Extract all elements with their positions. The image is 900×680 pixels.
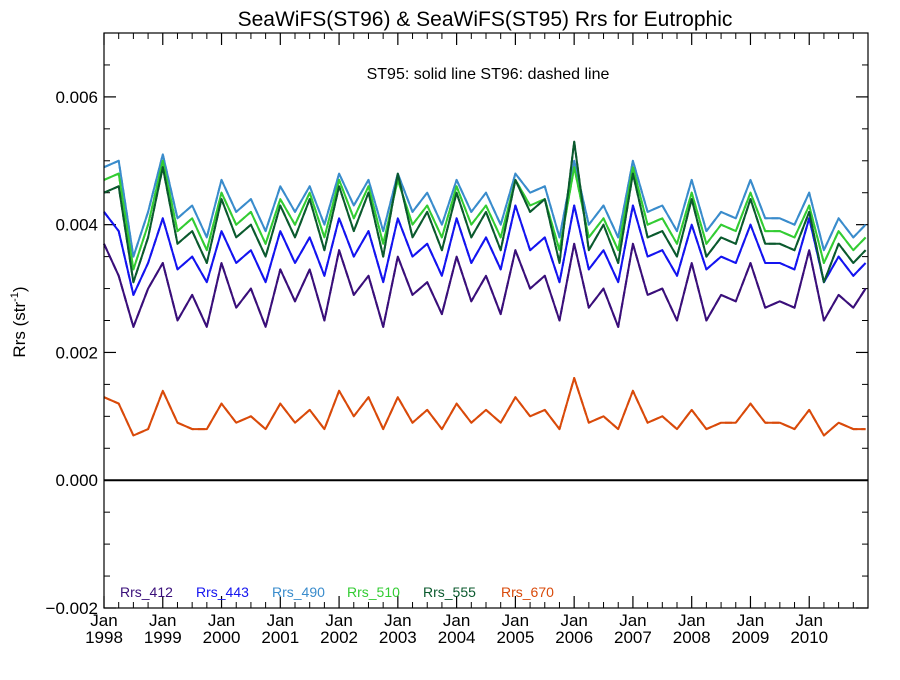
- x-tick-label-month: Jan: [90, 611, 117, 630]
- x-tick-label-year: 2005: [496, 628, 534, 647]
- y-axis-label-suffix: ): [10, 286, 29, 292]
- legend-item-rrs-490: Rrs_490: [272, 584, 325, 600]
- y-tick-label: 0.004: [55, 216, 98, 235]
- series-line-dashed-rrs-443: [103, 204, 867, 296]
- axes: −0.0020.0000.0020.0040.006Jan1998Jan1999…: [46, 32, 868, 647]
- x-tick-label-month: Jan: [619, 611, 646, 630]
- plot-frame: [103, 32, 869, 609]
- x-tick-label-year: 2006: [555, 628, 593, 647]
- chart-annotation: ST95: solid line ST96: dashed line: [367, 66, 610, 83]
- legend-item-rrs-555: Rrs_555: [423, 584, 476, 600]
- x-tick-label-year: 2007: [614, 628, 652, 647]
- y-tick-label: 0.000: [55, 471, 98, 490]
- x-tick-label-year: 1999: [144, 628, 182, 647]
- x-tick-label-month: Jan: [737, 611, 764, 630]
- chart-title: SeaWiFS(ST96) & SeaWiFS(ST95) Rrs for Eu…: [238, 8, 733, 31]
- x-tick-label-month: Jan: [796, 611, 823, 630]
- y-tick-label: −0.002: [46, 599, 98, 618]
- series-group: [103, 140, 867, 437]
- x-tick-label-month: Jan: [502, 611, 529, 630]
- x-tick-label-month: Jan: [560, 611, 587, 630]
- series-line-dashed-rrs-412: [103, 242, 867, 328]
- x-tick-label-year: 2009: [732, 628, 770, 647]
- y-axis-label-main: Rrs (str: [10, 302, 29, 358]
- x-tick-label-month: Jan: [149, 611, 176, 630]
- y-tick-label: 0.006: [55, 88, 98, 107]
- legend-item-rrs-443: Rrs_443: [196, 584, 249, 600]
- x-tick-label-year: 1998: [85, 628, 123, 647]
- x-tick-label-month: Jan: [678, 611, 705, 630]
- y-tick-label: 0.002: [55, 343, 98, 362]
- legend-item-rrs-670: Rrs_670: [501, 584, 554, 600]
- x-tick-label-month: Jan: [384, 611, 411, 630]
- x-tick-label-month: Jan: [325, 611, 352, 630]
- x-tick-label-year: 2000: [203, 628, 241, 647]
- x-tick-label-year: 2008: [673, 628, 711, 647]
- series-line-dashed-rrs-670: [103, 377, 866, 437]
- x-tick-label-year: 2004: [438, 628, 476, 647]
- series-line-dashed-rrs-555: [103, 140, 867, 284]
- x-tick-label-year: 2002: [320, 628, 358, 647]
- legend: Rrs_412 Rrs_443 Rrs_490 Rrs_510 Rrs_555 Rrs_6…: [120, 584, 554, 600]
- series-line-dashed-rrs-490: [103, 153, 867, 258]
- x-tick-label-year: 2001: [261, 628, 299, 647]
- x-tick-label-month: Jan: [208, 611, 235, 630]
- y-axis-label-sup: -1: [9, 292, 21, 302]
- series-line-dashed-rrs-510: [103, 159, 867, 271]
- x-tick-label-month: Jan: [443, 611, 470, 630]
- x-tick-label-year: 2010: [790, 628, 828, 647]
- legend-item-rrs-510: Rrs_510: [347, 584, 400, 600]
- x-tick-label-month: Jan: [267, 611, 294, 630]
- y-axis-label: Rrs (str-1): [9, 286, 29, 357]
- x-tick-label-year: 2003: [379, 628, 417, 647]
- legend-item-rrs-412: Rrs_412: [120, 584, 173, 600]
